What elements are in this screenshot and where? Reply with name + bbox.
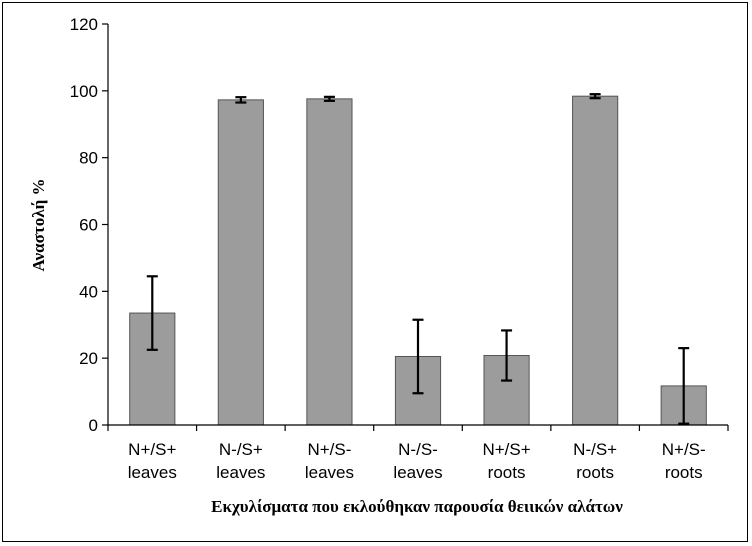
x-category-label: roots [488,463,526,482]
x-category-label: leaves [393,463,442,482]
y-tick-label: 20 [79,349,98,368]
x-category-label: N+/S- [662,440,706,459]
x-category-label: leaves [128,463,177,482]
x-category-label: leaves [216,463,265,482]
x-axis: N+/S+ leaves N-/S+ leaves N+/S-leaves N-/S-le… [107,424,729,482]
x-category-label: leaves [305,463,354,482]
y-tick-label: 120 [70,15,98,34]
x-category-label: roots [665,463,703,482]
x-category-label: N+/S- [307,440,351,459]
y-tick-label: 100 [70,82,98,101]
y-tick-label: 0 [89,416,98,435]
x-category-label: roots [576,463,614,482]
error-bars [146,93,690,425]
y-tick-label: 40 [79,282,98,301]
x-category-label: N+/S+ [482,440,530,459]
x-axis-title: Εκχυλίσματα που εκλούθηκαν παρουσία θειι… [211,497,623,516]
x-category-label: N-/S- [398,440,438,459]
bar [217,99,264,426]
x-category-label: N-/S+ [573,440,617,459]
bar [572,95,619,426]
y-tick-label: 60 [79,216,98,235]
x-category-label: N+/S+ [128,440,176,459]
y-tick-label: 80 [79,149,98,168]
bar [306,98,353,426]
x-category-label: N-/S+ [219,440,263,459]
y-axis: 0 20 40 60 80 100 120 [70,15,109,435]
y-axis-title: Αναστολή % [29,179,48,272]
